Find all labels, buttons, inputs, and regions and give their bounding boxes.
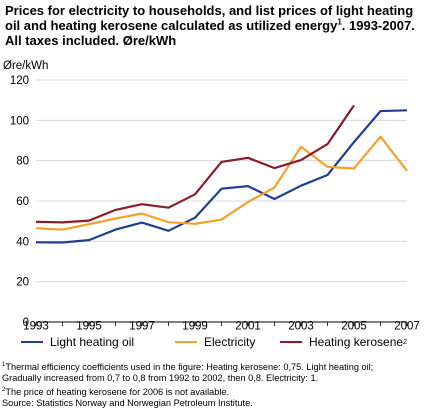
footnote-1-mark: 1 bbox=[2, 362, 6, 368]
legend-label-heating-kerosene: Heating kerosene bbox=[309, 335, 404, 349]
x-tick-label: 2005 bbox=[341, 321, 367, 331]
source-note: Source: Statistics Norway and Norwegian … bbox=[2, 398, 253, 409]
chart-title: Prices for electricity to households, an… bbox=[5, 3, 423, 48]
footnote-1-text: Thermal efficiency coefficients used in … bbox=[5, 362, 374, 373]
y-tick-label: 20 bbox=[16, 277, 29, 289]
legend-item-heating-kerosene: Heating kerosene 2 bbox=[280, 335, 407, 349]
footnotes: 1Thermal efficiency coefficients used in… bbox=[2, 360, 424, 410]
legend-label-light-heating-oil: Light heating oil bbox=[50, 335, 135, 349]
legend-swatch-electricity bbox=[175, 341, 197, 343]
x-tick-label: 2007 bbox=[394, 321, 420, 331]
title-line-2-tail: . 1993-2007. bbox=[341, 18, 415, 33]
title-footnote-ref: 1 bbox=[337, 17, 342, 27]
x-tick-label: 1993 bbox=[23, 321, 49, 331]
grid-lines bbox=[36, 79, 407, 323]
legend-swatch-heating-kerosene bbox=[280, 341, 302, 343]
footnote-2: 2The price of heating kerosene for 2006 … bbox=[2, 385, 424, 398]
y-axis-label: Øre/kWh bbox=[3, 60, 48, 72]
x-tick-label: 1997 bbox=[129, 321, 155, 331]
x-tick-label: 1995 bbox=[76, 321, 102, 331]
footnote-2-text: The price of heating kerosene for 2006 i… bbox=[5, 386, 230, 397]
x-tick-label: 2001 bbox=[235, 321, 261, 331]
legend-item-electricity: Electricity bbox=[175, 335, 255, 349]
series-line-electricity bbox=[35, 135, 408, 231]
legend-item-light-heating-oil: Light heating oil bbox=[21, 335, 134, 349]
y-tick-label: 40 bbox=[16, 236, 29, 248]
series-line-heating-kerosene bbox=[35, 104, 355, 224]
legend-footnote-ref: 2 bbox=[403, 338, 407, 346]
x-axis-ticks: 1993 1995 1997 1999 2001 2003 2005 2007 bbox=[23, 321, 420, 331]
title-line-2-text: oil and heating kerosene calculated as u… bbox=[5, 18, 338, 33]
y-tick-label: 60 bbox=[16, 196, 29, 208]
x-tick-label: 1999 bbox=[182, 321, 208, 331]
y-tick-label: 120 bbox=[10, 75, 29, 87]
x-tick-label: 2003 bbox=[288, 321, 314, 331]
series-line-light-heating-oil bbox=[35, 109, 408, 244]
series-lines bbox=[35, 104, 408, 244]
y-tick-label: 80 bbox=[16, 156, 29, 168]
y-tick-label: 100 bbox=[10, 115, 29, 127]
legend: Light heating oil Electricity Heating ke… bbox=[0, 335, 426, 353]
line-chart: 0 20 40 60 80 100 120 1993 1995 1997 1999 2001 2003… bbox=[3, 60, 420, 331]
title-line-2: oil and heating kerosene calculated as u… bbox=[5, 18, 423, 33]
legend-label-electricity: Electricity bbox=[204, 335, 256, 349]
footnote-1-line-1: 1Thermal efficiency coefficients used in… bbox=[2, 360, 424, 373]
title-line-1: Prices for electricity to households, an… bbox=[5, 3, 414, 18]
footnote-2-mark: 2 bbox=[2, 386, 6, 393]
title-line-3: All taxes included. Øre/kWh bbox=[5, 33, 177, 48]
footnote-1-line-2: Gradually increased from 0,7 to 0,8 from… bbox=[2, 373, 319, 384]
legend-swatch-light-heating-oil bbox=[21, 341, 43, 343]
y-axis-ticks: 0 20 40 60 80 100 120 bbox=[10, 75, 29, 329]
y-tick-label: 0 bbox=[23, 317, 29, 329]
